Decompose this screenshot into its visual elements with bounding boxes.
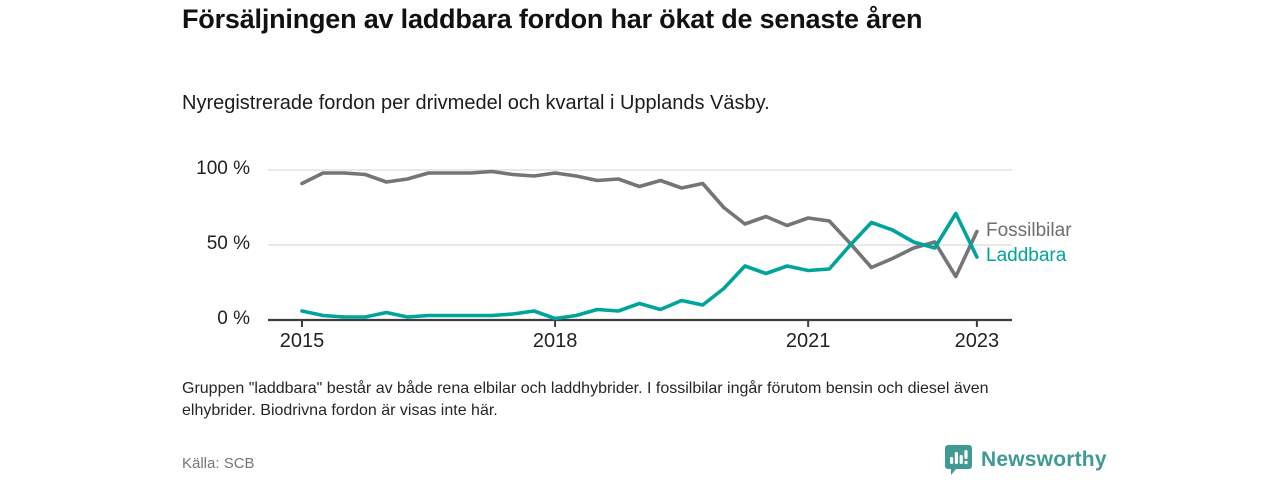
chart-footnote: Gruppen "laddbara" består av både rena e… [182,380,989,420]
fossilbilar-label: Fossilbilar [986,219,1072,241]
chart-subtitle: Nyregistrerade fordon per drivmedel och … [182,92,770,114]
fossilbilar-line [300,169,979,279]
y-tick-label-0: 0 % [217,308,250,329]
x-tick-label-2015: 2015 [279,330,325,352]
newsworthy-logo: Newsworthy [945,444,1107,475]
bar-chart-speech-bubble-icon [945,445,972,475]
x-tick-label-2021: 2021 [785,330,831,352]
y-tick-label-50: 50 % [206,233,250,254]
x-tick-label-2018: 2018 [532,330,578,352]
page-title: Försäljningen av laddbara fordon har öka… [182,4,923,34]
newsworthy-wordmark: Newsworthy [981,447,1107,471]
y-tick-label-100: 100 % [196,158,250,179]
source-label: Källa: SCB [182,455,255,472]
laddbara-line [300,211,979,321]
x-tick-label-2023: 2023 [954,330,1000,352]
laddbara-label: Laddbara [986,245,1067,266]
